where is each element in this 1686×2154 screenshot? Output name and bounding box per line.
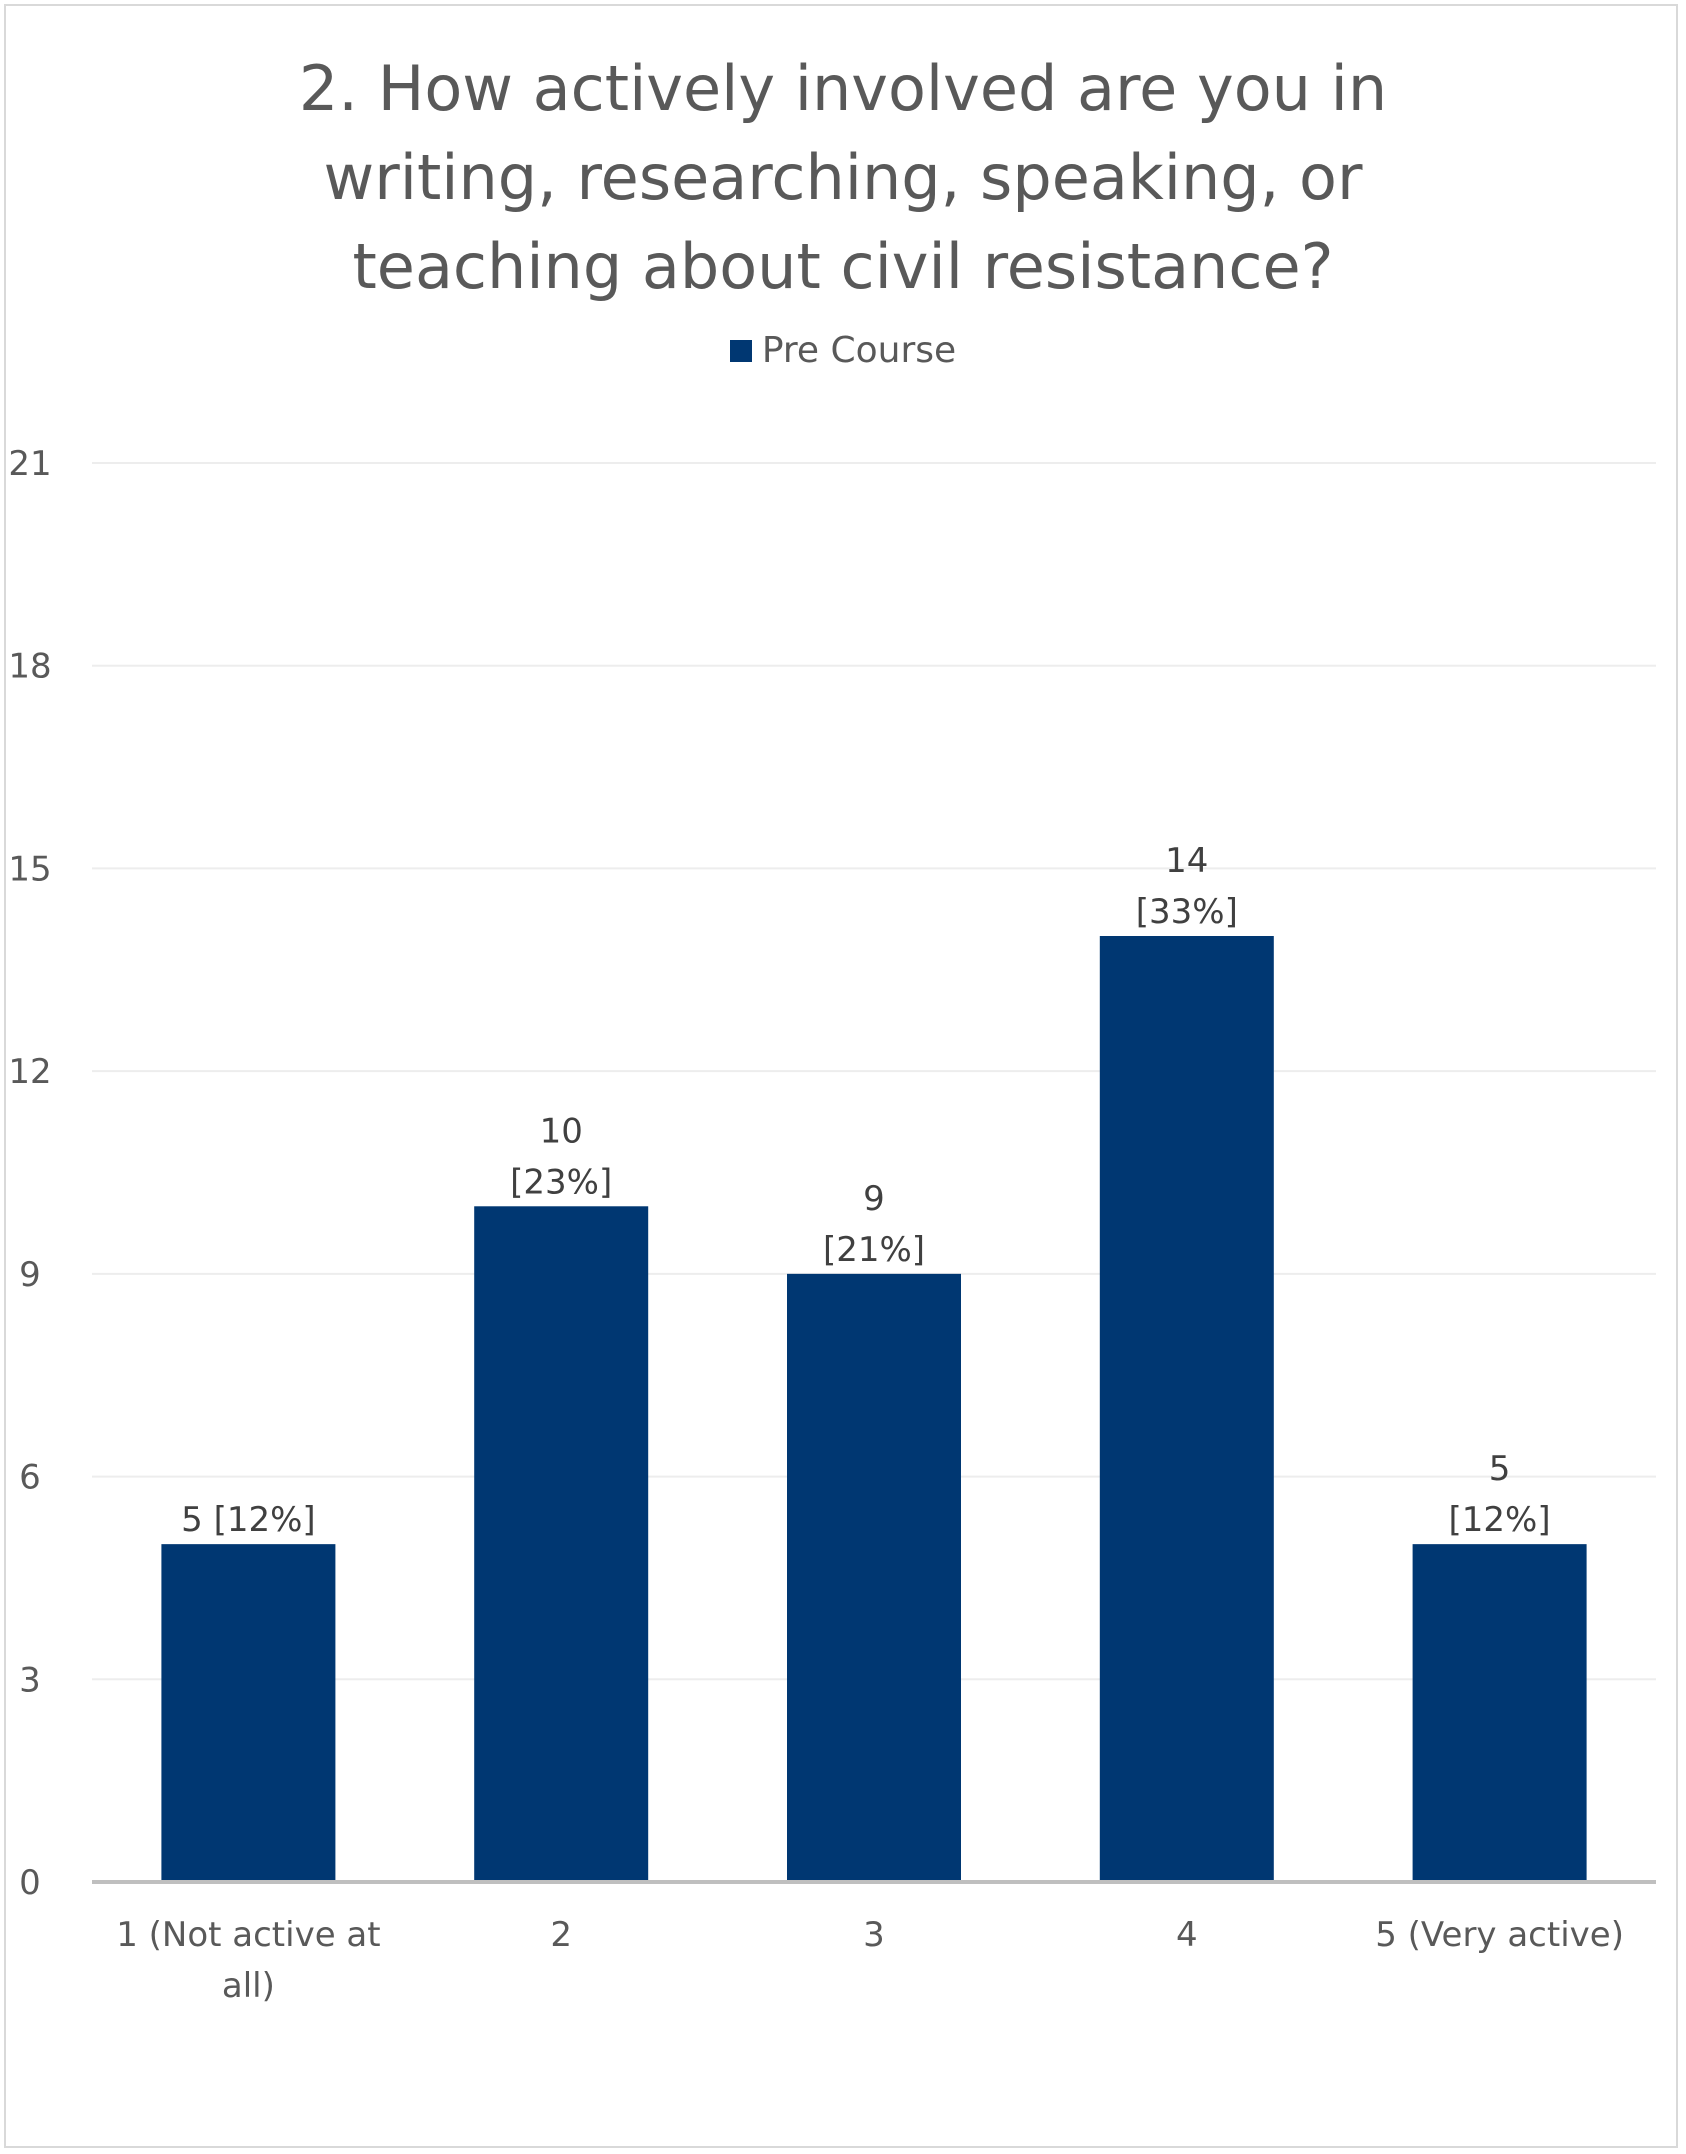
- bar-2: [474, 1206, 649, 1882]
- y-tick-label-6: 6: [19, 1458, 41, 1498]
- chart-title: 2. How actively involved are you in writ…: [0, 44, 1686, 311]
- bar-3: [787, 1273, 961, 1882]
- bar-4: [1099, 936, 1274, 1882]
- legend-label-pre-course: Pre Course: [761, 330, 957, 371]
- x-tick-label-1-line-1: 1 (Not active at: [116, 1915, 380, 1955]
- chart-title-line-3: teaching about civil resistance?: [352, 230, 1334, 303]
- y-tick-label-21: 21: [8, 444, 51, 484]
- x-tick-label-2-line-1: 2: [550, 1915, 572, 1955]
- chart-title-line-2: writing, researching, speaking, or: [323, 141, 1363, 214]
- bar-5: [1412, 1544, 1587, 1882]
- data-label-4-line-2: [33%]: [1136, 892, 1238, 932]
- x-tick-label-4-line-1: 4: [1176, 1915, 1198, 1955]
- bar-1: [161, 1544, 336, 1882]
- data-label-5-line-1: 5: [1489, 1449, 1511, 1489]
- x-tick-label-1-line-2: all): [222, 1966, 275, 2006]
- y-tick-label-18: 18: [8, 647, 51, 687]
- data-label-2-line-1: 10: [540, 1111, 583, 1151]
- y-tick-label-9: 9: [19, 1255, 41, 1295]
- data-label-1-line-1: 5 [12%]: [181, 1500, 316, 1540]
- y-tick-label-0: 0: [19, 1863, 41, 1903]
- y-tick-label-15: 15: [8, 849, 51, 889]
- data-label-3-line-2: [21%]: [823, 1230, 925, 1270]
- data-label-2-line-2: [23%]: [510, 1162, 612, 1202]
- data-label-5-line-2: [12%]: [1449, 1500, 1551, 1540]
- data-label-3-line-1: 9: [863, 1179, 885, 1219]
- legend-swatch-pre-course: [729, 339, 752, 362]
- chart-title-line-1: 2. How actively involved are you in: [298, 52, 1388, 125]
- data-label-4-line-1: 14: [1165, 841, 1208, 881]
- y-tick-label-3: 3: [19, 1660, 41, 1700]
- chart-legend: Pre Course: [0, 330, 1686, 371]
- x-tick-label-3-line-1: 3: [863, 1915, 885, 1955]
- x-tick-label-5-line-1: 5 (Very active): [1375, 1915, 1624, 1955]
- y-tick-label-12: 12: [8, 1052, 51, 1092]
